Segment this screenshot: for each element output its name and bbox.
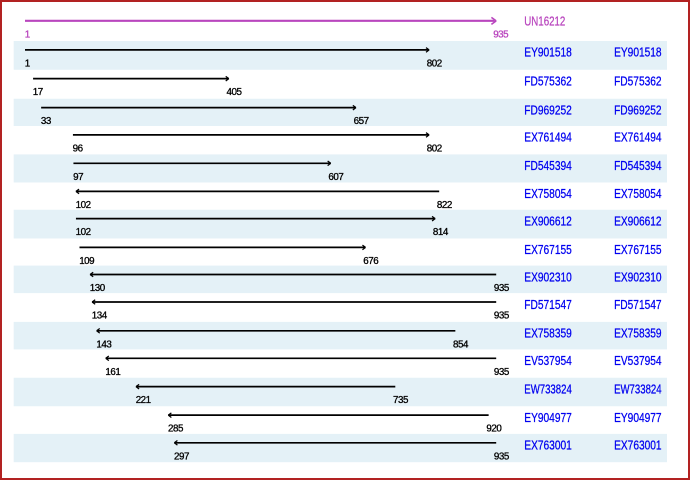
svg-text:FD969252: FD969252: [614, 102, 662, 117]
svg-text:EX758359: EX758359: [614, 326, 662, 341]
svg-text:822: 822: [437, 200, 452, 211]
svg-text:FD545394: FD545394: [524, 158, 572, 173]
svg-text:EX758054: EX758054: [614, 186, 662, 201]
svg-text:FD571547: FD571547: [524, 297, 572, 312]
svg-text:FD575362: FD575362: [614, 73, 662, 88]
svg-text:EX906612: EX906612: [524, 213, 572, 228]
svg-text:1: 1: [25, 58, 30, 69]
svg-text:161: 161: [105, 367, 120, 378]
svg-text:657: 657: [354, 116, 369, 127]
svg-text:FD575362: FD575362: [524, 73, 572, 88]
svg-text:814: 814: [433, 227, 449, 238]
svg-text:134: 134: [92, 311, 108, 322]
svg-text:EY904977: EY904977: [614, 410, 662, 425]
svg-text:935: 935: [494, 283, 510, 294]
svg-text:854: 854: [453, 339, 469, 350]
svg-text:EX763001: EX763001: [524, 438, 572, 453]
svg-text:935: 935: [493, 30, 509, 41]
svg-text:EY904977: EY904977: [524, 410, 572, 425]
svg-text:802: 802: [427, 143, 442, 154]
svg-text:UN16212: UN16212: [524, 14, 565, 29]
svg-text:EX761494: EX761494: [524, 130, 572, 145]
svg-text:EX767155: EX767155: [524, 242, 572, 257]
svg-text:33: 33: [41, 116, 52, 127]
svg-text:676: 676: [363, 256, 379, 267]
svg-text:EX763001: EX763001: [614, 438, 662, 453]
svg-text:735: 735: [393, 395, 409, 406]
svg-text:297: 297: [174, 451, 189, 462]
svg-text:1: 1: [25, 30, 30, 41]
svg-text:EX902310: EX902310: [614, 269, 662, 284]
svg-text:935: 935: [494, 367, 510, 378]
svg-text:EV537954: EV537954: [614, 353, 662, 368]
svg-text:97: 97: [73, 172, 83, 183]
svg-text:96: 96: [73, 143, 84, 154]
svg-text:EV537954: EV537954: [524, 353, 572, 368]
svg-text:FD571547: FD571547: [614, 297, 662, 312]
svg-text:102: 102: [76, 227, 91, 238]
svg-text:FD545394: FD545394: [614, 158, 662, 173]
svg-text:17: 17: [33, 87, 43, 98]
svg-text:EY901518: EY901518: [524, 45, 572, 60]
svg-text:EW733824: EW733824: [614, 381, 662, 396]
svg-text:EX761494: EX761494: [614, 130, 662, 145]
svg-text:920: 920: [486, 424, 502, 435]
svg-text:EX758359: EX758359: [524, 326, 572, 341]
svg-text:935: 935: [494, 311, 510, 322]
svg-text:EX758054: EX758054: [524, 186, 572, 201]
svg-text:EY901518: EY901518: [614, 45, 662, 60]
svg-text:FD969252: FD969252: [524, 102, 572, 117]
svg-text:143: 143: [96, 339, 112, 350]
svg-text:221: 221: [136, 395, 151, 406]
svg-text:EX906612: EX906612: [614, 213, 662, 228]
svg-text:405: 405: [227, 87, 243, 98]
svg-text:607: 607: [328, 172, 343, 183]
svg-text:EX902310: EX902310: [524, 269, 572, 284]
svg-text:109: 109: [79, 256, 94, 267]
svg-text:285: 285: [168, 424, 184, 435]
svg-text:102: 102: [76, 200, 91, 211]
svg-text:802: 802: [427, 58, 442, 69]
svg-text:EX767155: EX767155: [614, 242, 662, 257]
svg-text:EW733824: EW733824: [524, 381, 572, 396]
svg-text:130: 130: [90, 283, 106, 294]
svg-text:935: 935: [494, 451, 510, 462]
